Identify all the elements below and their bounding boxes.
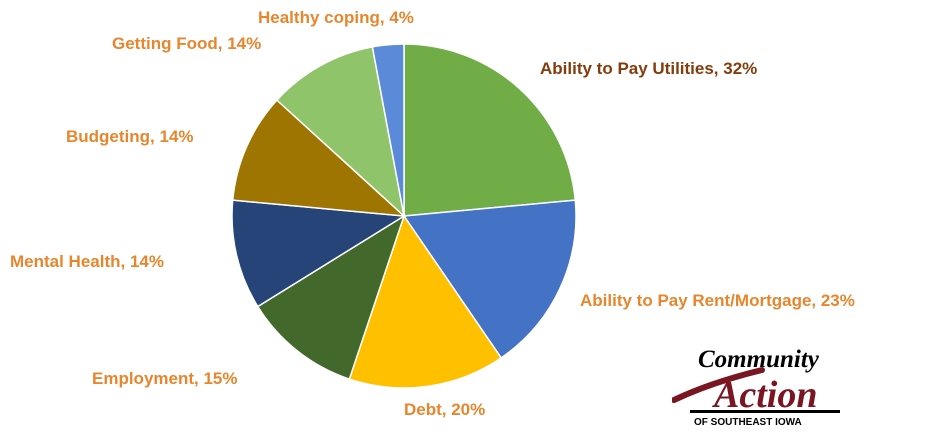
pie-slice-budgeting — [231, 99, 407, 217]
community-action-logo: Community Action OF SOUTHEAST IOWA — [672, 346, 840, 428]
label-debt: Debt, 20% — [404, 400, 486, 419]
logo-swoosh — [672, 367, 765, 403]
label-mental-health: Mental Health, 14% — [10, 252, 164, 271]
label-employment: Employment, 15% — [92, 369, 238, 388]
pie-slice-mental-health — [231, 199, 407, 308]
pie-slice-employment — [256, 214, 406, 381]
logo-rule — [690, 410, 840, 413]
pie-slices — [231, 43, 577, 389]
label-rent-mortgage: Ability to Pay Rent/Mortgage, 23% — [580, 291, 855, 310]
pie-slice-ability-to-pay-rent-mortgage — [402, 199, 577, 359]
pie-slice-ability-to-pay-utilities — [403, 43, 577, 217]
pie-slice-healthy-coping — [371, 43, 405, 217]
label-budgeting: Budgeting, 14% — [66, 127, 194, 146]
label-healthy-coping: Healthy coping, 4% — [258, 8, 414, 27]
pie-slice-getting-food — [275, 46, 406, 219]
label-getting-food: Getting Food, 14% — [112, 34, 262, 53]
label-utilities: Ability to Pay Utilities, 32% — [540, 59, 758, 78]
pie-slice-debt — [348, 214, 503, 389]
logo-line3: OF SOUTHEAST IOWA — [694, 417, 802, 428]
